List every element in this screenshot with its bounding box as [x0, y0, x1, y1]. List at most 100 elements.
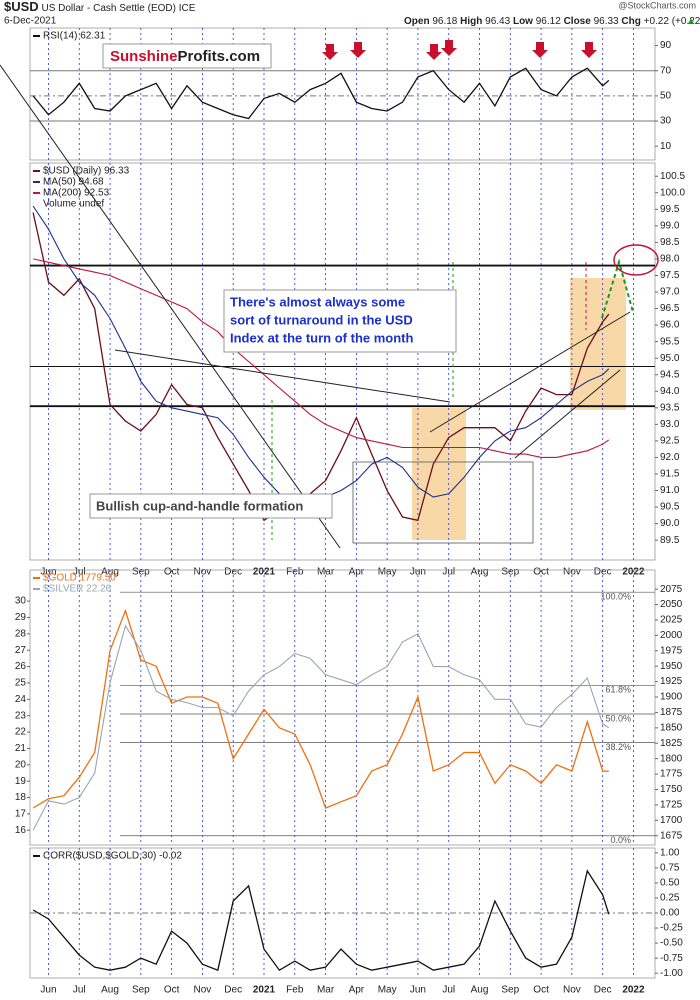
logo: SunshineProfits.com: [110, 48, 260, 65]
x-tick-label: Oct: [533, 985, 549, 996]
y-tick-label: 26: [15, 661, 27, 672]
y-tick-label: 100.5: [660, 171, 685, 182]
x-tick-label: Dec: [224, 985, 242, 996]
x-tick-label: Sep: [132, 567, 150, 578]
annotation-box: [89, 493, 333, 519]
trend-line: [114, 349, 451, 403]
y-tick-label: 95.5: [660, 336, 680, 347]
x-tick-label: Mar: [317, 985, 335, 996]
x-tick-label: Sep: [501, 567, 519, 578]
x-tick-label: Aug: [471, 985, 489, 996]
y-tick-label: 94.0: [660, 386, 680, 397]
x-tick-label: Jun: [410, 567, 426, 578]
y-tick-label: 0.75: [660, 863, 680, 874]
y-tick-label: 90.5: [660, 502, 680, 513]
series-line: [32, 608, 609, 809]
low: 96.12: [536, 16, 561, 27]
arrow: [322, 44, 338, 60]
fib-label: 61.8%: [605, 685, 631, 695]
y-tick-label: 10: [660, 141, 672, 152]
x-tick-label: Dec: [594, 567, 612, 578]
arrow: [581, 42, 597, 58]
date: 6-Dec-2021: [4, 16, 57, 27]
y2-tick-label: 1975: [660, 645, 683, 656]
high-label: High: [460, 16, 482, 27]
x-tick-label: Oct: [533, 567, 549, 578]
fib-label: 38.2%: [605, 742, 631, 752]
y-tick-label: 50: [660, 91, 672, 102]
x-tick-label: Sep: [501, 985, 519, 996]
x-tick-label: Dec: [594, 985, 612, 996]
y-tick-label: 93.5: [660, 402, 680, 413]
x-tick-label: 2021: [253, 567, 276, 578]
arrow: [532, 42, 548, 58]
y2-tick-label: 2025: [660, 615, 683, 626]
arrow: [426, 44, 442, 60]
x-tick-label: Feb: [286, 567, 304, 578]
y-tick-label: 95.0: [660, 353, 680, 364]
y2-tick-label: 2075: [660, 584, 683, 595]
x-tick-label: Jul: [442, 567, 455, 578]
y2-tick-label: 1925: [660, 676, 683, 687]
highlight-box: [412, 408, 466, 540]
y-tick-label: 89.5: [660, 535, 680, 546]
y2-tick-label: 2000: [660, 630, 683, 641]
legend-entry: $SILVER 22.26: [43, 584, 112, 595]
x-tick-label: Feb: [286, 985, 304, 996]
close: 96.33: [594, 16, 619, 27]
fib-label: 50.0%: [605, 713, 631, 723]
x-tick-label: Nov: [563, 985, 581, 996]
annotation: sort of turnaround in the USD: [230, 312, 413, 327]
y-tick-label: -0.75: [660, 953, 683, 964]
y2-tick-label: 1825: [660, 738, 683, 749]
x-tick-label: 2021: [253, 985, 276, 996]
close-label: Close: [564, 16, 592, 27]
y-tick-label: 27: [15, 645, 27, 656]
fib-label: 100.0%: [600, 592, 631, 602]
y-tick-label: 97.5: [660, 270, 680, 281]
y-tick-label: 22: [15, 727, 27, 738]
y-tick-label: 23: [15, 710, 27, 721]
y-tick-label: -0.25: [660, 923, 683, 934]
y2-tick-label: 1675: [660, 830, 683, 841]
trend-line: [0, 64, 341, 549]
x-tick-label: Nov: [194, 567, 212, 578]
y-tick-label: 97.0: [660, 287, 680, 298]
x-tick-label: Jul: [442, 985, 455, 996]
logo-box: [102, 43, 272, 69]
y-tick-label: 0.25: [660, 893, 680, 904]
x-tick-label: Jun: [40, 985, 56, 996]
x-tick-label: Jun: [410, 985, 426, 996]
series-line: [32, 67, 610, 120]
annotation: There's almost always some: [230, 294, 405, 309]
y-tick-label: 16: [15, 825, 27, 836]
x-tick-label: Oct: [164, 567, 180, 578]
x-tick-label: 2022: [622, 985, 645, 996]
legend-entry: MA(200) 92.53: [43, 188, 110, 199]
cup-box: [352, 461, 534, 544]
y-tick-label: 30: [15, 596, 27, 607]
low-label: Low: [513, 16, 533, 27]
y-tick-label: 28: [15, 628, 27, 639]
y2-tick-label: 1900: [660, 692, 683, 703]
legend-entry: Volume undef: [43, 199, 104, 210]
legend-entry: RSI(14) 62.31: [43, 31, 106, 42]
panel-frame: [29, 27, 656, 161]
y-tick-label: 25: [15, 678, 27, 689]
y-tick-label: 90: [660, 40, 672, 51]
x-tick-label: Aug: [101, 985, 119, 996]
y2-tick-label: 1725: [660, 800, 683, 811]
series-line: [32, 869, 610, 972]
y-tick-label: 20: [15, 759, 27, 770]
x-tick-label: Jul: [73, 567, 86, 578]
exchange: ICE: [179, 3, 196, 14]
y-tick-label: 94.5: [660, 369, 680, 380]
y-tick-label: 1.00: [660, 847, 680, 858]
y-tick-label: 18: [15, 792, 27, 803]
y2-tick-label: 1700: [660, 815, 683, 826]
y2-tick-label: 1950: [660, 661, 683, 672]
drawings: SunshineProfits.com There's almost alway…: [0, 40, 659, 549]
y-tick-label: 0.50: [660, 878, 680, 889]
rsi-arrows: [322, 40, 597, 60]
